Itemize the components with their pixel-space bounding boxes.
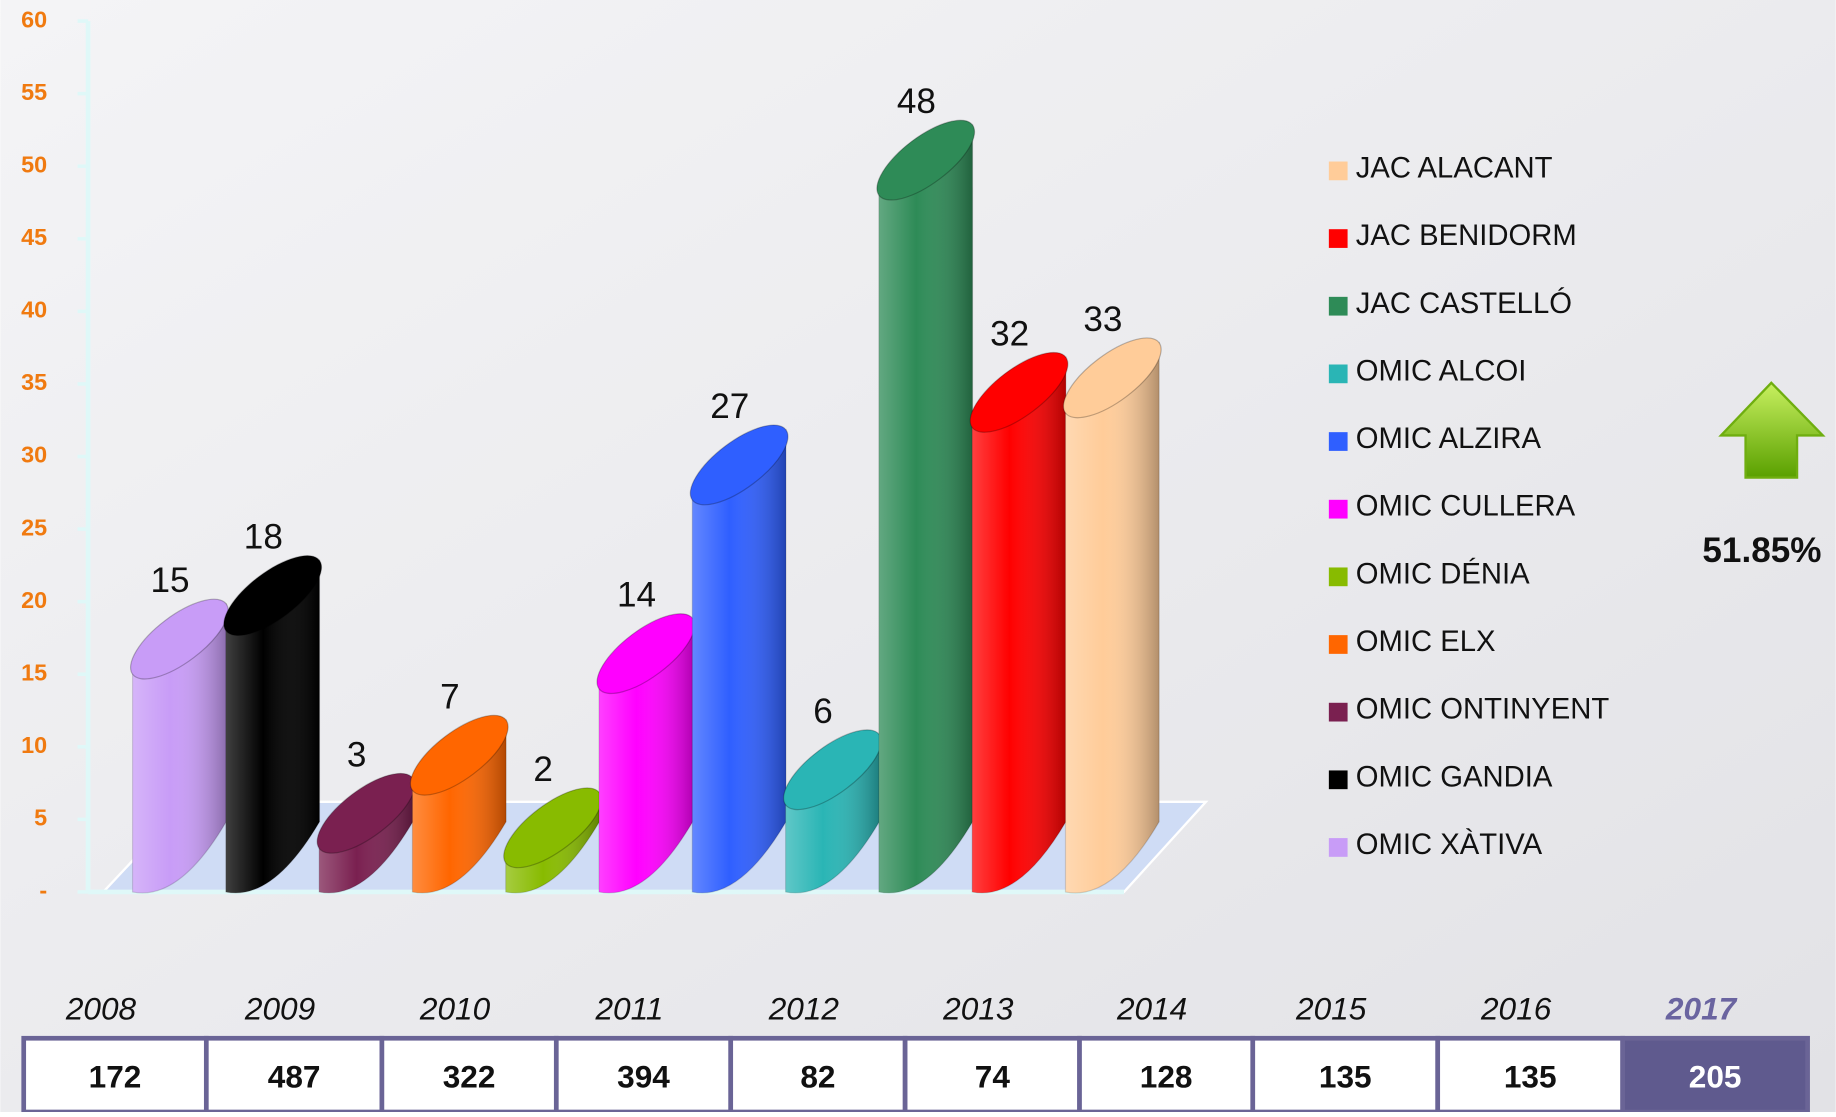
year-label: 2012 [768, 991, 840, 1027]
bar-shade [878, 125, 973, 893]
year-label: 2011 [594, 991, 663, 1027]
y-tick-label: 60 [21, 6, 47, 32]
legend-swatch [1328, 838, 1348, 857]
legend-label: JAC CASTELLÓ [1356, 287, 1572, 320]
count-label: 82 [800, 1059, 835, 1095]
legend-label: OMIC ONTINYENT [1356, 694, 1610, 726]
change-label: 51.85% [1702, 531, 1821, 570]
count-label: 135 [1504, 1059, 1557, 1095]
legend-label: JAC BENIDORM [1356, 220, 1577, 252]
count-label: 74 [975, 1059, 1011, 1095]
y-tick-label: 45 [21, 224, 47, 250]
summary-table: 2008 172 2009 487 2010 322 2011 394 2012 82 2013 74… [21, 991, 1810, 1115]
legend-swatch [1328, 296, 1348, 316]
table-cell [902, 1035, 1082, 1115]
y-tick-label: 5 [34, 805, 47, 831]
legend-swatch [1328, 229, 1348, 248]
y-tick-label: 15 [21, 659, 47, 685]
bar-top [129, 598, 229, 680]
legend-swatch [1328, 567, 1348, 587]
value-label: 3 [347, 735, 367, 774]
bar-shade [692, 429, 786, 893]
bar-top [689, 424, 789, 506]
y-tick-label: 50 [21, 151, 47, 177]
y-tick-label: 40 [21, 297, 47, 323]
legend-label: OMIC XÀTIVA [1356, 828, 1543, 861]
value-label: 33 [1083, 300, 1122, 339]
count-label: 135 [1319, 1059, 1372, 1095]
y-tick-label: 30 [21, 442, 47, 468]
y-tick-label: 55 [21, 79, 47, 105]
y-tick-label: 10 [21, 732, 47, 758]
value-label: 32 [990, 314, 1029, 353]
count-label: 128 [1140, 1059, 1193, 1095]
legend-swatch [1328, 635, 1348, 654]
value-label: 48 [897, 82, 936, 121]
value-label: 2 [533, 750, 553, 789]
legend-label: JAC ALACANT [1356, 152, 1553, 184]
year-label: 2016 [1480, 991, 1552, 1027]
value-label: 6 [813, 692, 833, 731]
legend-swatch [1328, 770, 1348, 790]
legend-swatch [1328, 499, 1348, 519]
bar-top [1062, 337, 1162, 419]
legend-swatch [1328, 161, 1348, 181]
value-label: 18 [244, 518, 283, 557]
year-label: 2015 [1295, 991, 1367, 1027]
year-label: 2009 [244, 991, 315, 1027]
bar-shade [1065, 342, 1160, 893]
count-label: 205 [1689, 1059, 1742, 1095]
legend-swatch [1328, 364, 1348, 384]
legend-label: OMIC ALZIRA [1356, 423, 1542, 455]
legend-swatch [1328, 702, 1348, 722]
legend-label: OMIC GANDIA [1356, 761, 1553, 793]
table-cell [728, 1035, 908, 1115]
year-label: 2017 [1665, 991, 1738, 1027]
legend-label: OMIC ALCOI [1356, 355, 1527, 387]
table-cell [1077, 1035, 1256, 1115]
count-label: 487 [268, 1059, 321, 1095]
value-label: 14 [617, 576, 656, 615]
count-label: 172 [89, 1059, 142, 1095]
value-label: 7 [440, 677, 460, 716]
bar-top [969, 351, 1069, 433]
legend-label: OMIC ELX [1356, 626, 1496, 658]
y-tick-label: - [39, 877, 47, 903]
bar-shade [972, 357, 1066, 893]
bar-shade [225, 560, 320, 893]
y-tick-label: 25 [21, 514, 47, 540]
table-cell [1250, 1035, 1441, 1115]
legend-label: OMIC CULLERA [1356, 491, 1576, 523]
year-label: 2010 [419, 991, 491, 1027]
up-arrow [1718, 381, 1826, 479]
year-label: 2014 [1116, 991, 1187, 1027]
y-tick-label: 20 [21, 587, 47, 613]
bar-top [223, 555, 323, 637]
bar-top [409, 714, 509, 796]
legend-swatch [1328, 432, 1348, 451]
year-label: 2013 [942, 991, 1014, 1027]
y-tick-label: 35 [21, 369, 47, 395]
legend-label: OMIC DÉNIA [1356, 557, 1530, 590]
value-label: 27 [710, 387, 749, 426]
year-label: 2008 [65, 991, 137, 1027]
count-label: 322 [443, 1059, 496, 1095]
count-label: 394 [617, 1059, 670, 1095]
value-label: 15 [151, 561, 190, 600]
bar-top [876, 119, 976, 201]
